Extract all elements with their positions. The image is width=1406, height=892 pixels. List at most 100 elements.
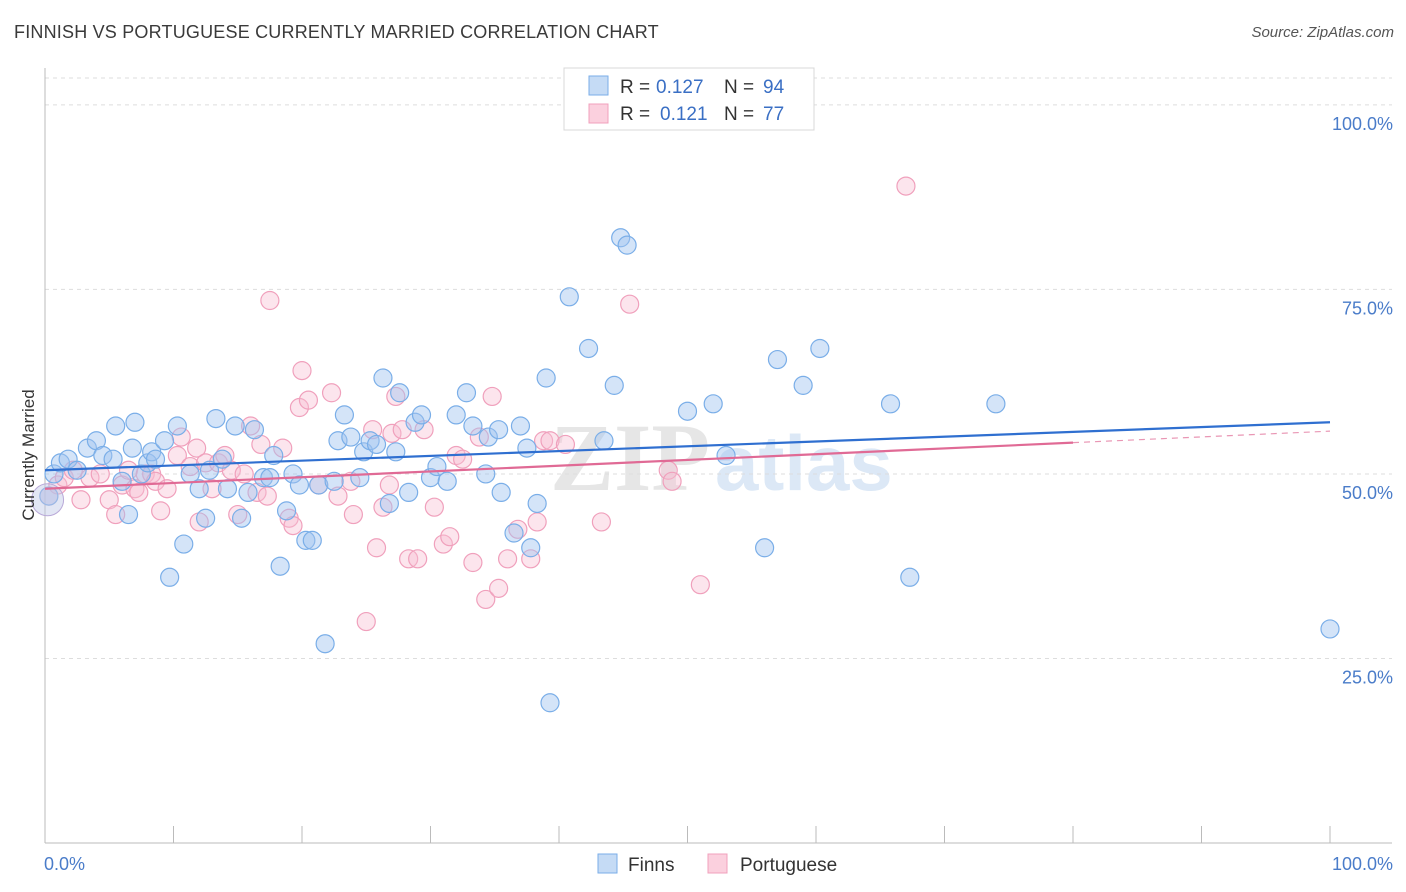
portuguese-point [260,290,280,311]
portuguese-point [321,383,342,403]
x-tick-label-max: 100.0% [1332,854,1393,874]
finns-point [315,634,335,654]
y-tick-label: 100.0% [1332,114,1393,134]
portuguese-point [440,527,460,547]
portuguese-point [257,486,277,506]
finns-point [334,405,355,425]
portuguese-point [71,490,91,510]
portuguese-point [521,549,541,569]
portuguese-point [343,504,363,525]
finns-point [767,349,788,370]
finns-point [1320,619,1340,639]
finns-point [478,427,498,447]
portuguese-point [228,504,248,525]
finns-point [540,693,560,713]
watermark-zip: ZIP [550,404,710,511]
portuguese-point [620,294,640,314]
finns-point [880,394,901,414]
portuguese-point [379,475,399,495]
finns-point [716,445,736,466]
trend-line-finns [44,421,1331,472]
trend-line-extension-portuguese [1072,430,1331,444]
portuguese-point [498,549,518,569]
bottom-legend-finns-label: Finns [628,855,674,876]
legend-finns-swatch [588,75,609,96]
y-tick-label: 50.0% [1342,483,1393,503]
finns-point [131,464,151,484]
portuguese-point [356,611,376,632]
trend-lines [44,421,1331,490]
finns-point [521,538,541,558]
finns-point [559,287,579,307]
portuguese-point [453,449,473,469]
finns-point [206,408,226,429]
finns-point [504,523,524,543]
series-legend: Finns Portuguese [597,853,837,876]
finns-point [189,479,209,499]
finns-point [527,493,547,514]
finns-point [106,416,126,436]
finns-point [289,475,310,495]
portuguese-point [463,552,483,573]
finns-point [703,394,723,414]
finns-point [167,416,187,436]
finns-point [244,420,265,440]
finns-point [199,460,220,480]
portuguese-point [292,361,312,381]
finns-point [160,567,180,587]
finns-point [328,431,348,451]
portuguese-point [328,486,348,506]
finns-point [617,235,637,255]
finns-point [677,401,698,421]
finns-point [225,416,245,436]
portuguese-point [382,423,402,443]
portuguese-point [386,386,406,407]
portuguese-point [489,578,509,598]
finns-point [489,420,509,440]
finns-point [405,412,425,432]
legend-finns-r-label: R = [620,77,650,98]
portuguese-point [433,534,453,554]
finns-point [373,368,393,388]
finns-point [390,383,410,403]
x-tick-labels: 0.0% 100.0% [44,854,1393,874]
bottom-legend-portuguese-swatch [707,853,728,874]
portuguese-point [527,512,547,532]
finns-point [118,504,139,525]
portuguese-point [533,431,554,451]
gridlines [45,77,1392,659]
finns-point [270,556,290,576]
bottom-legend-finns-swatch [597,853,618,874]
legend-portuguese-r-value: 0.121 [660,104,708,125]
legend-portuguese-n-label: N = [724,104,754,125]
portuguese-point [540,431,560,451]
finns-point [276,501,297,521]
finns-point [122,438,142,458]
finns-point [456,383,477,403]
legend-portuguese-r-label: R = [620,104,650,125]
finns-point [446,405,466,425]
bottom-legend-portuguese-label: Portuguese [740,855,837,876]
legend-portuguese-swatch [588,103,609,124]
finns-point [379,493,399,514]
y-axis-label: Currently Married [19,389,38,520]
watermark-atlas: atlas [715,419,893,507]
finns-point [399,482,419,503]
portuguese-point [241,416,261,436]
finns-point [145,449,166,469]
y-tick-label: 75.0% [1342,298,1393,318]
finns-point [264,445,284,466]
finns-point [366,434,387,455]
origin-cluster-point [31,483,65,517]
finns-point [536,368,556,388]
legend-finns-n-label: N = [724,77,754,98]
finns-point [196,508,216,528]
finns-point [793,375,813,395]
y-tick-labels: 25.0% 50.0% 75.0% 100.0% [1332,114,1393,688]
portuguese-point [189,512,209,532]
portuguese-point [234,464,254,484]
finns-point [39,486,59,506]
portuguese-point [555,434,576,455]
portuguese-point [508,519,528,539]
